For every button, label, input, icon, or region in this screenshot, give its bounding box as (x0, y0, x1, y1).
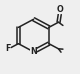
Text: F: F (5, 44, 11, 53)
Text: O: O (57, 5, 64, 14)
Text: N: N (30, 47, 37, 56)
